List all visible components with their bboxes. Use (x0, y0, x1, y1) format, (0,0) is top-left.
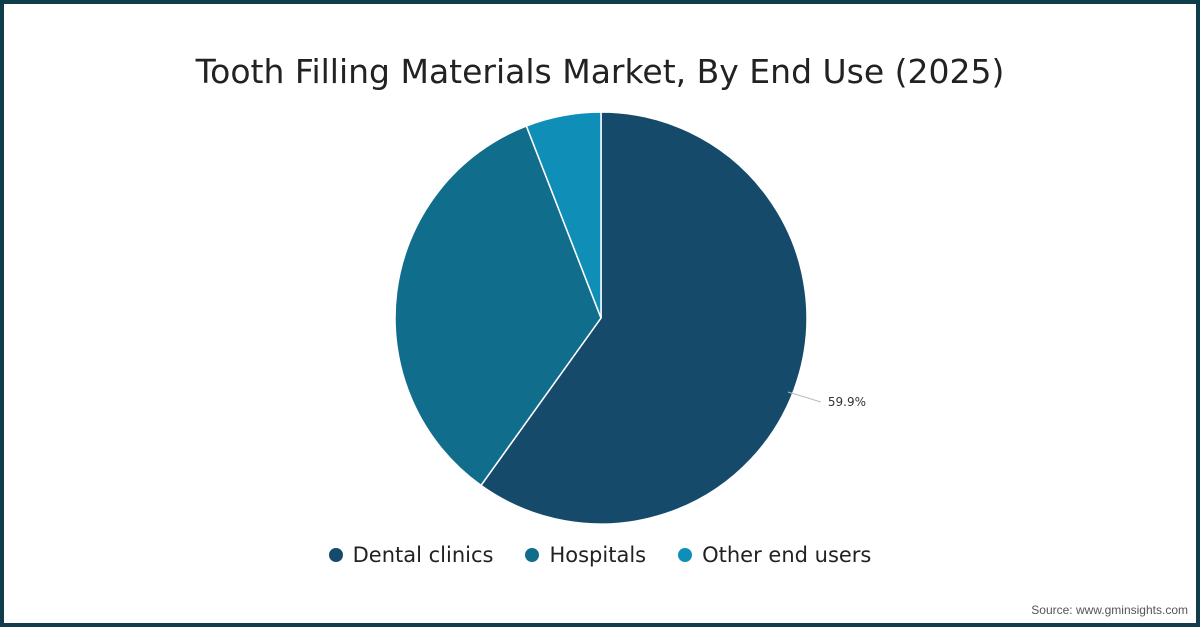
data-label: 59.9% (828, 395, 866, 409)
legend-marker-icon (328, 548, 343, 562)
source-note: Source: www.gminsights.com (1031, 603, 1188, 617)
legend-label: Other end users (702, 543, 872, 567)
chart-title: Tooth Filling Materials Market, By End U… (195, 52, 1005, 91)
data-label-leader (787, 391, 822, 403)
legend-label: Dental clinics (352, 543, 494, 567)
legend-item: Hospitals (525, 543, 646, 567)
legend-label: Hospitals (549, 543, 647, 567)
pie-slice-dental-clinics (479, 111, 808, 525)
legend: Dental clinics Hospitals Other end users (0, 543, 1200, 567)
pie-slice-hospitals (394, 125, 602, 487)
legend-marker-icon (678, 548, 693, 562)
legend-item: Other end users (678, 543, 871, 567)
legend-marker-icon (525, 548, 540, 562)
pie-slice-other-end-users (525, 111, 602, 319)
legend-item: Dental clinics (328, 543, 494, 567)
